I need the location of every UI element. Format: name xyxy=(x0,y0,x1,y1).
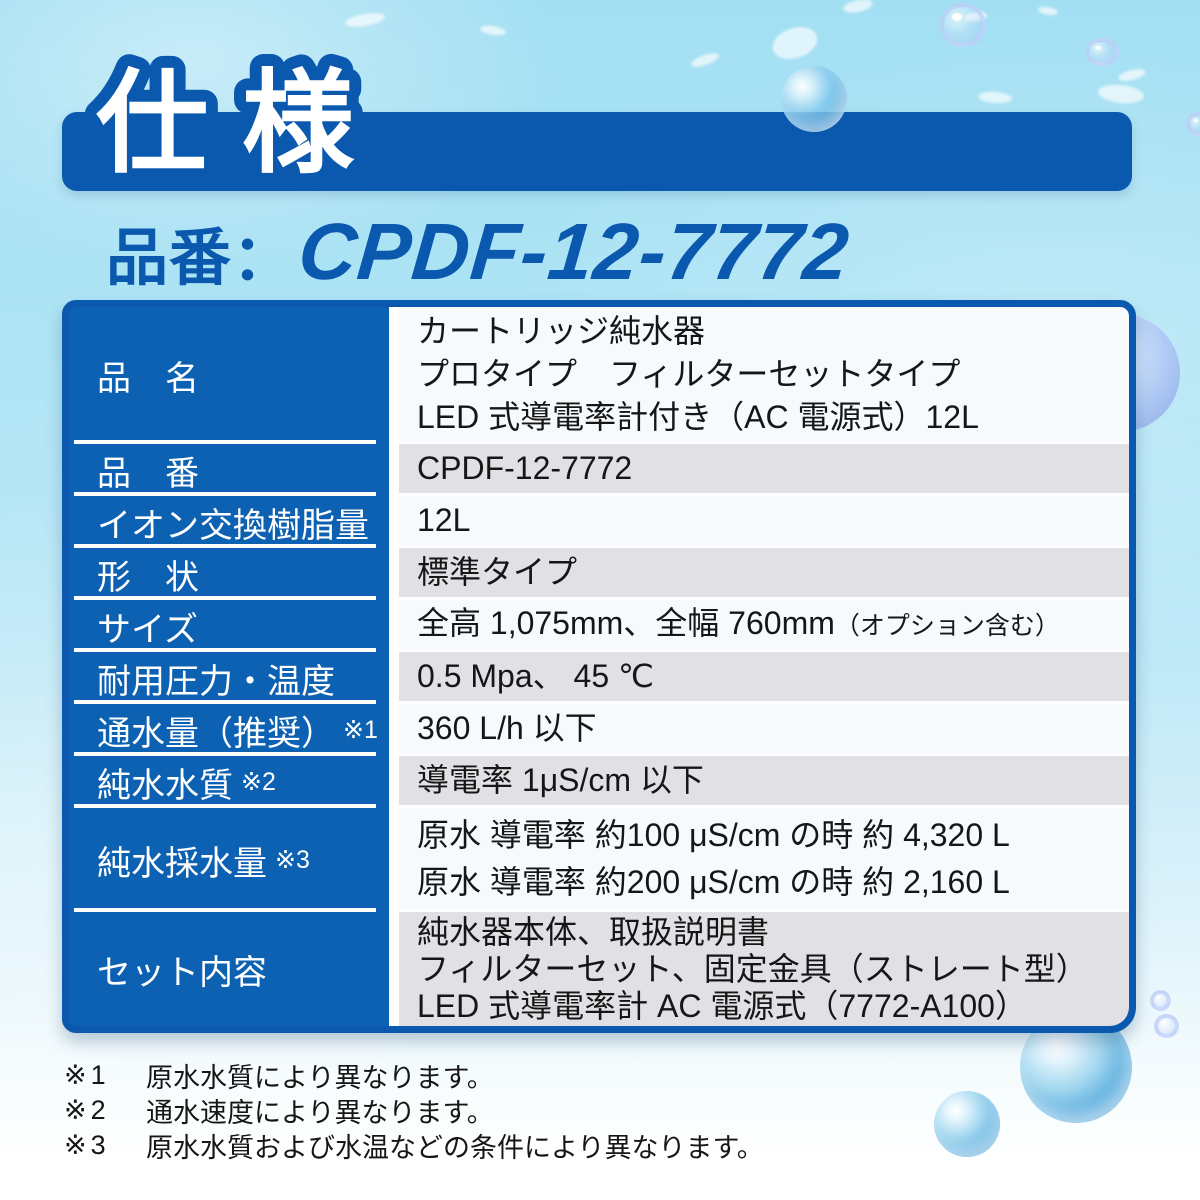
svg-text:仕様: 仕様 xyxy=(96,61,388,186)
bubble-ring xyxy=(1154,1014,1179,1038)
water-streak xyxy=(768,21,822,65)
title-bar xyxy=(62,112,1132,191)
footnote-3: ※3 原水水質および水温などの条件により異なります。 xyxy=(64,1130,764,1163)
page-title: 仕様 xyxy=(84,49,388,198)
value-model-number: CPDF-12-7772 xyxy=(389,444,1129,496)
divider xyxy=(74,700,376,704)
divider xyxy=(74,440,376,444)
divider xyxy=(74,908,376,912)
water-streak xyxy=(1117,66,1147,84)
label-set-contents: セット内容 xyxy=(69,912,389,1026)
divider xyxy=(74,544,376,548)
bubble-ring xyxy=(940,3,986,47)
value-flow-rate: 360 L/h 以下 xyxy=(389,704,1129,756)
footnote-1: ※1 原水水質により異なります。 xyxy=(64,1060,494,1093)
bubble-sphere xyxy=(781,66,847,132)
value-product-name: カートリッジ純水器 プロタイプ フィルターセットタイプ LED 式導電率計付き（… xyxy=(389,307,1129,444)
water-streak xyxy=(1037,5,1059,17)
spec-table: 品 名 カートリッジ純水器 プロタイプ フィルターセットタイプ LED 式導電率… xyxy=(62,300,1136,1033)
label-shape: 形 状 xyxy=(69,548,389,600)
bubble-ring xyxy=(1186,112,1200,136)
divider xyxy=(74,804,376,808)
value-size: 全高 1,075mm、全幅 760mm（オプション含む） xyxy=(389,600,1129,652)
bubble-ring xyxy=(1150,990,1171,1011)
divider xyxy=(74,648,376,652)
value-resin-volume: 12L xyxy=(389,496,1129,548)
value-capacity: 原水 導電率 約100 μS/cm の時 約 4,320 L 原水 導電率 約2… xyxy=(389,808,1129,912)
bubble-sphere xyxy=(934,1091,1000,1157)
model-heading-label: 品番： xyxy=(106,224,296,293)
divider xyxy=(74,596,376,600)
bubble-ring xyxy=(1085,38,1119,66)
label-product-name: 品 名 xyxy=(69,307,389,444)
divider xyxy=(74,492,376,496)
model-heading: 品番： CPDF-12-7772 xyxy=(106,206,853,298)
model-heading-number: CPDF-12-7772 xyxy=(295,207,853,296)
water-streak xyxy=(1097,82,1145,106)
footnote-2: ※2 通水速度により異なります。 xyxy=(64,1095,494,1128)
value-set-contents: 純水器本体、取扱説明書 フィルターセット、固定金具（ストレート型） LED 式導… xyxy=(389,912,1129,1026)
water-streak xyxy=(977,90,1013,105)
label-resin-volume: イオン交換樹脂量 xyxy=(69,496,389,548)
label-size: サイズ xyxy=(69,600,389,652)
footnotes: ※1 原水水質により異なります。 ※2 通水速度により異なります。 ※3 原水水… xyxy=(64,1058,764,1163)
label-model-number: 品 番 xyxy=(69,444,389,496)
value-water-quality: 導電率 1μS/cm 以下 xyxy=(389,756,1129,808)
label-capacity: 純水採水量 ※3 xyxy=(69,808,389,912)
label-flow-rate: 通水量（推奨） ※1 xyxy=(69,704,389,756)
label-pressure-temp: 耐用圧力・温度 xyxy=(69,652,389,704)
value-pressure-temp: 0.5 Mpa、 45 ℃ xyxy=(389,652,1129,704)
water-streak xyxy=(842,0,874,15)
label-water-quality: 純水水質 ※2 xyxy=(69,756,389,808)
value-shape: 標準タイプ xyxy=(389,548,1129,600)
divider xyxy=(74,752,376,756)
